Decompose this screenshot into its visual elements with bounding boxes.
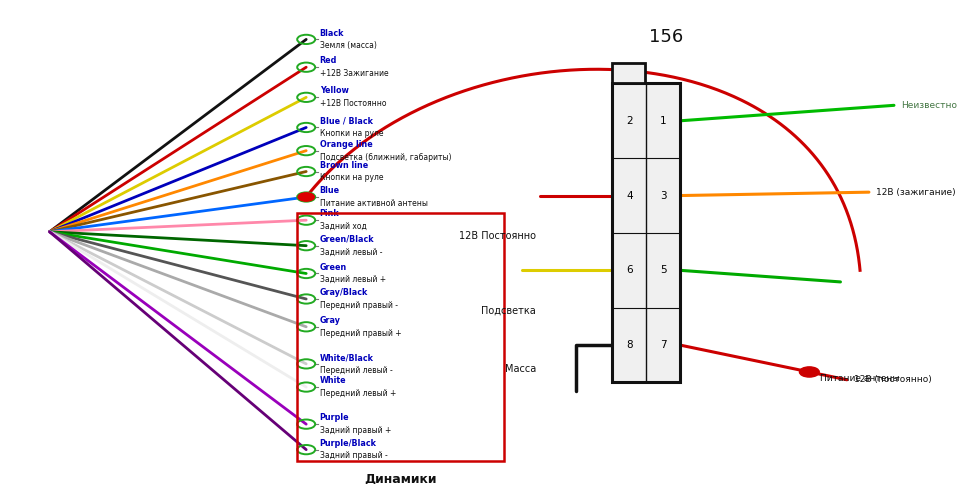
Text: Orange line: Orange line (320, 140, 372, 149)
Text: Purple/Black: Purple/Black (320, 439, 376, 448)
Text: Задний левый +: Задний левый + (320, 275, 386, 284)
Text: Задний левый -: Задний левый - (320, 247, 382, 257)
Text: Green: Green (320, 263, 347, 272)
Text: 5: 5 (660, 265, 666, 275)
Text: Передний левый +: Передний левый + (320, 389, 396, 398)
Text: 8: 8 (626, 340, 633, 350)
Text: 4: 4 (626, 191, 633, 200)
Text: Подсветка (ближний, габариты): Подсветка (ближний, габариты) (320, 152, 451, 162)
Text: Динамики: Динамики (365, 473, 437, 484)
Text: Кнопки на руле: Кнопки на руле (320, 173, 383, 182)
Text: Gray/Black: Gray/Black (320, 288, 368, 297)
Text: 6: 6 (626, 265, 633, 275)
Text: Подсветка: Подсветка (481, 305, 536, 316)
Text: Yellow: Yellow (320, 87, 348, 95)
Text: Задний правый -: Задний правый - (320, 452, 388, 460)
Text: Передний левый -: Передний левый - (320, 366, 393, 375)
Text: 7: 7 (660, 340, 666, 350)
Text: Задний ход: Задний ход (320, 222, 367, 231)
Text: Задний правый +: Задний правый + (320, 426, 391, 435)
Circle shape (800, 367, 819, 377)
Text: Кнопки на руле: Кнопки на руле (320, 129, 383, 138)
Text: 12В (постоянно): 12В (постоянно) (854, 375, 932, 384)
Text: Неизвестно: Неизвестно (901, 101, 957, 110)
Text: Масса: Масса (505, 363, 536, 374)
Bar (298, 213, 504, 461)
Text: 1: 1 (660, 116, 666, 126)
Bar (612, 83, 680, 382)
Text: Земля (масса): Земля (масса) (320, 41, 376, 50)
Text: Green/Black: Green/Black (320, 235, 374, 244)
Text: White: White (320, 376, 347, 385)
Text: Питание антены: Питание антены (820, 374, 900, 383)
Text: 2: 2 (626, 116, 633, 126)
Text: Gray: Gray (320, 316, 341, 325)
Text: Blue / Black: Blue / Black (320, 117, 372, 126)
Text: Blue: Blue (320, 186, 340, 195)
Text: 12В Постоянно: 12В Постоянно (459, 231, 536, 242)
Text: Brown line: Brown line (320, 161, 368, 170)
Circle shape (299, 193, 314, 201)
Text: Purple: Purple (320, 413, 349, 423)
Text: Питание активной антены: Питание активной антены (320, 199, 427, 208)
Text: 3: 3 (660, 191, 666, 200)
Text: Black: Black (320, 29, 345, 38)
Text: +12В Зажигание: +12В Зажигание (320, 69, 389, 78)
Text: 156: 156 (649, 29, 684, 46)
Text: Red: Red (320, 56, 337, 65)
Text: 12В (зажигание): 12В (зажигание) (876, 188, 956, 197)
Text: Pink: Pink (320, 210, 340, 218)
Text: Передний правый -: Передний правый - (320, 301, 397, 310)
Text: +12В Постоянно: +12В Постоянно (320, 99, 386, 108)
Text: Передний правый +: Передний правый + (320, 329, 401, 338)
Bar (612, 62, 645, 83)
Text: White/Black: White/Black (320, 353, 373, 362)
